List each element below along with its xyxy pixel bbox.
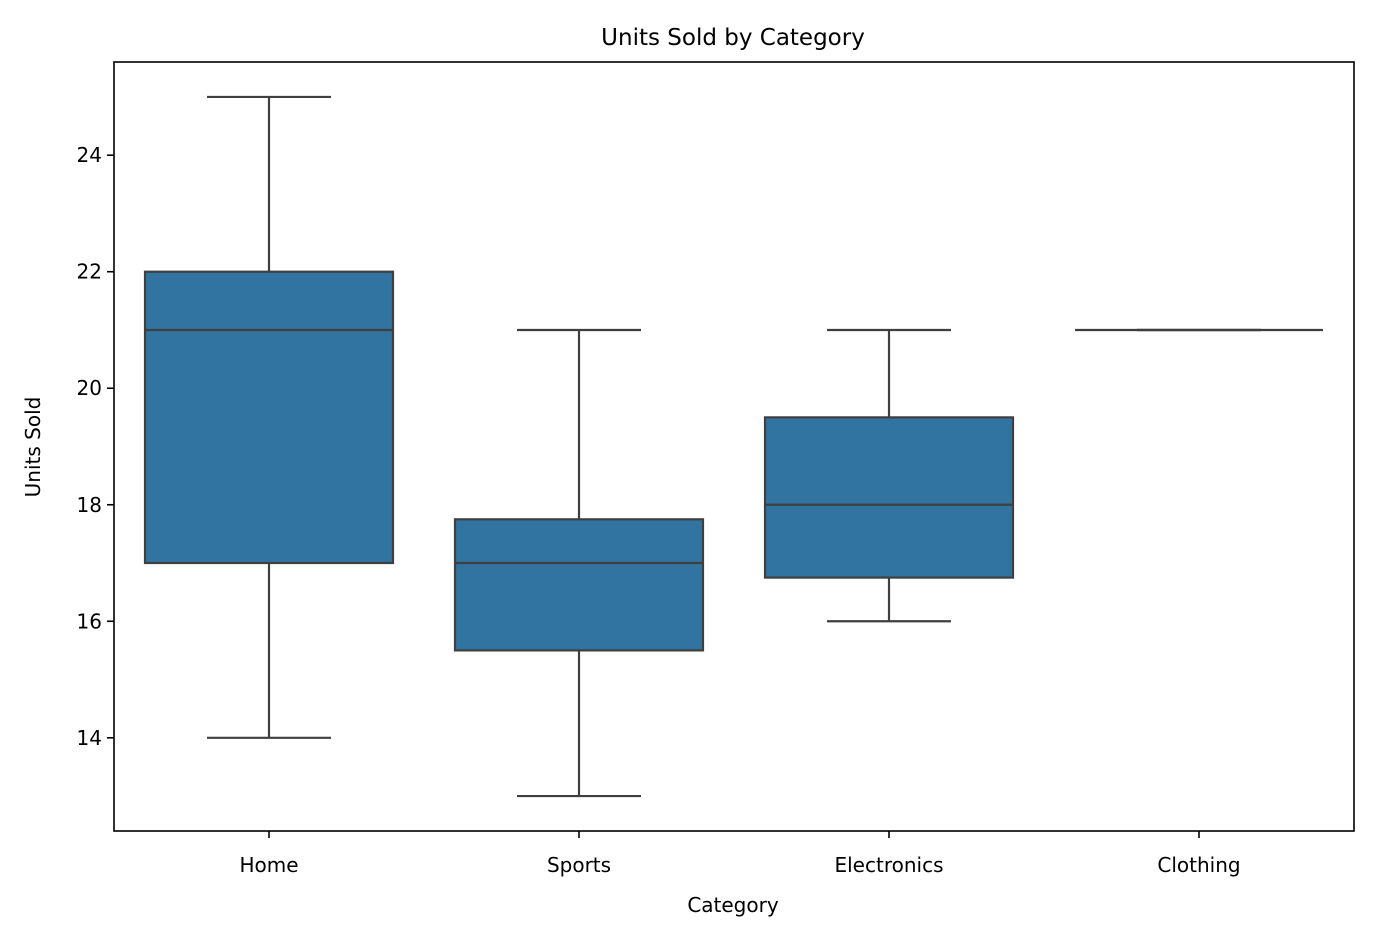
x-tick-label: Home	[239, 853, 298, 877]
box-iqr	[763, 416, 1015, 579]
box-iqr	[143, 270, 395, 565]
y-tick-label: 18	[77, 493, 102, 517]
x-tick-label: Clothing	[1157, 853, 1240, 877]
y-tick-label: 22	[77, 260, 102, 284]
y-tick-label: 16	[77, 609, 102, 633]
y-tick-label: 14	[77, 726, 102, 750]
x-tick-label: Electronics	[834, 853, 943, 877]
x-tick-label: Sports	[547, 853, 611, 877]
axes-frame	[113, 61, 1355, 832]
y-axis-label: Units Sold	[21, 397, 45, 498]
box-sports	[453, 328, 705, 798]
box-electronics	[763, 328, 1015, 623]
y-axis: 14 16 18 20 22 24	[77, 143, 114, 750]
chart-title: Units Sold by Category	[601, 25, 865, 51]
x-axis: Home Sports Electronics Clothing	[239, 831, 1241, 877]
box-iqr	[453, 518, 705, 652]
plot-area	[143, 95, 1323, 798]
y-tick-label: 20	[77, 376, 102, 400]
y-tick-label: 24	[77, 143, 102, 167]
x-axis-label: Category	[687, 893, 779, 917]
box-home	[143, 95, 395, 739]
